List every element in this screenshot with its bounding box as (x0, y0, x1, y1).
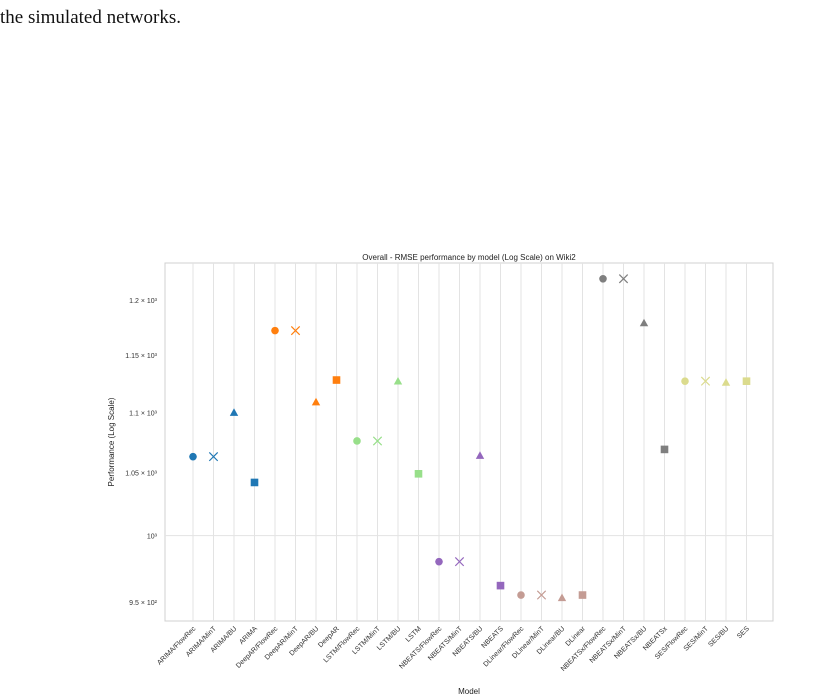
y-tick-labels: 9.5 × 10² 10³ 1.05 × 10³ 1.1 × 10³ 1.15 × 10… (125, 298, 157, 607)
data-point (311, 397, 321, 406)
data-point (517, 591, 525, 599)
data-point (599, 274, 607, 283)
data-point (271, 326, 279, 335)
data-point (681, 377, 689, 385)
x-tick-label: SES/BU (707, 625, 730, 648)
x-tick-label: NBEATSx/MinT (589, 625, 629, 665)
data-point (189, 452, 197, 461)
data-point (475, 451, 485, 459)
data-point (414, 470, 423, 478)
caption-text: the simulated networks. (0, 7, 181, 28)
data-point (660, 445, 669, 454)
chart-title: Overall - RMSE performance by model (Log… (362, 253, 576, 262)
data-point (208, 452, 219, 462)
data-point (332, 376, 341, 384)
y-tick-label: 1.2 × 10³ (129, 298, 157, 305)
data-point (639, 318, 649, 327)
data-point (578, 591, 587, 599)
y-tick-label: 1.05 × 10³ (125, 471, 157, 478)
x-axis-label: Model (458, 687, 480, 696)
y-tick-label: 1.1 × 10³ (129, 410, 157, 417)
data-points (189, 274, 751, 602)
x-tick-label: LSTM (405, 625, 423, 643)
y-tick-label: 9.5 × 10² (129, 600, 157, 607)
data-point (229, 408, 239, 416)
x-tick-label: SES (736, 625, 751, 640)
x-tick-label: LSTM/FlowRec (323, 625, 362, 664)
data-point (454, 557, 465, 567)
data-point (496, 581, 505, 590)
grid-layer (165, 263, 773, 621)
data-point (290, 325, 301, 336)
data-point (557, 593, 567, 602)
plot-area (164, 262, 774, 622)
data-point (393, 376, 403, 385)
data-point (700, 376, 711, 386)
data-point (372, 436, 383, 446)
data-point (721, 378, 731, 386)
data-point (250, 478, 259, 487)
data-point (742, 377, 751, 385)
data-point (536, 590, 547, 600)
data-point (353, 437, 361, 445)
y-tick-label: 10³ (147, 534, 158, 541)
data-point (435, 557, 443, 566)
y-axis-label: Performance (Log Scale) (107, 397, 116, 486)
y-tick-label: 1.15 × 10³ (125, 353, 157, 360)
data-point (618, 274, 629, 284)
